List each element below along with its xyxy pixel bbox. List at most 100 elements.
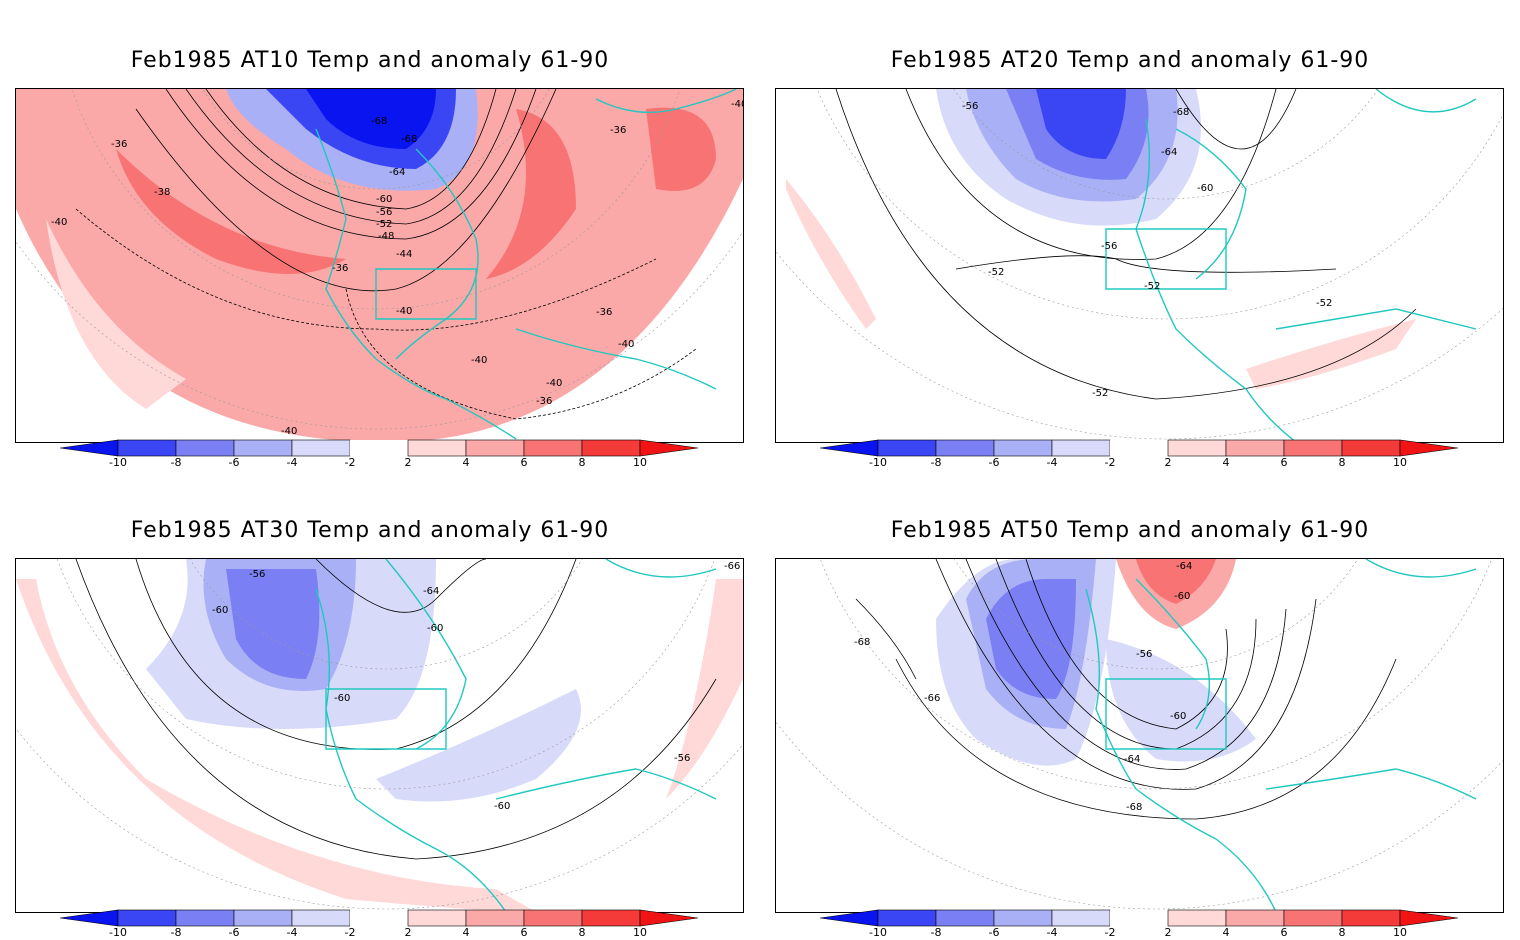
contour-label: -68 <box>401 134 417 145</box>
anomaly-region-cold-core <box>306 89 436 149</box>
colorbar-segment <box>935 439 995 457</box>
colorbar-segment <box>935 909 995 927</box>
colorbar-tick-label: 10 <box>633 926 647 939</box>
contour-label: -68 <box>1126 802 1142 813</box>
coastline <box>315 89 737 440</box>
colorbar-tick-label: -8 <box>930 926 942 939</box>
map-at30: -56 -60 -64 -60 -60 -60 -56 -66 <box>15 558 744 913</box>
colorbar-segment <box>175 909 235 927</box>
contour-label: -64 <box>389 167 405 178</box>
contour-labels: -56 -68 -64 -60 -56 -52 -52 -52 -52 <box>962 101 1332 399</box>
colorbar-segment <box>1341 439 1401 457</box>
colorbar-tick-label: -10 <box>869 456 887 469</box>
colorbar-segment <box>1167 909 1227 927</box>
map-at10: -68 -68 -64 -60 -56 -52 -48 -44 -36 -38 … <box>15 88 744 443</box>
colorbar-tick-label: -4 <box>286 926 298 939</box>
panel-at10: Feb1985 AT10 Temp and anomaly 61-90 <box>0 10 744 470</box>
colorbar-segment <box>350 910 408 926</box>
colorbar-tick-label: 2 <box>404 456 412 469</box>
colorbar-tick-label: 2 <box>1164 456 1172 469</box>
anomaly-region-warm-strong <box>1136 559 1216 604</box>
contour-label: -56 <box>962 101 978 112</box>
contour-labels: -64 -60 -68 -66 -56 -60 -64 -68 <box>854 561 1192 813</box>
colorbar-segment <box>1225 909 1285 927</box>
colorbar-segment <box>1341 909 1401 927</box>
contour-label: -44 <box>396 249 412 260</box>
colorbar-segment <box>1225 439 1285 457</box>
contour-label: -36 <box>332 263 348 274</box>
colorbar-tick-label: -6 <box>988 926 1000 939</box>
contour-label: -40 <box>51 217 67 228</box>
map-svg: -68 -68 -64 -60 -56 -52 -48 -44 -36 -38 … <box>16 89 743 442</box>
colorbar-segment <box>523 439 583 457</box>
anomaly-region-warm <box>666 579 743 799</box>
colorbar-tick-label: 10 <box>1393 926 1407 939</box>
colorbar-segment <box>523 909 583 927</box>
contour-label: -40 <box>618 339 634 350</box>
colorbar-segment <box>465 439 525 457</box>
colorbar-tick-label: -8 <box>930 456 942 469</box>
colorbar-segment <box>291 909 351 927</box>
colorbar-segment <box>1051 439 1111 457</box>
anomaly-region-warm <box>16 579 536 912</box>
contour-label: -52 <box>376 219 392 230</box>
anomaly-region-cold-core <box>1036 89 1126 159</box>
anomaly-region-warm-strong <box>486 109 576 279</box>
contour-label: -40 <box>471 355 487 366</box>
colorbar-max-arrow <box>1399 439 1459 457</box>
colorbar-tick-label: 4 <box>1222 926 1230 939</box>
contour-label: -60 <box>1197 183 1213 194</box>
colorbar-max-arrow <box>639 439 699 457</box>
panel-at20: Feb1985 AT20 Temp and anomaly 61-90 <box>760 10 1504 470</box>
contour-label: -60 <box>427 623 443 634</box>
contour-label: -48 <box>378 231 394 242</box>
colorbar-min-arrow <box>820 439 879 457</box>
contour-label: -56 <box>1136 649 1152 660</box>
contour-label: -60 <box>212 605 228 616</box>
colorbar-segment <box>1283 909 1343 927</box>
colorbar-tick-label: 6 <box>1280 456 1288 469</box>
colorbar-segment <box>117 909 177 927</box>
anomaly-region-warm <box>786 179 876 329</box>
anomaly-region-cold-strong <box>226 569 320 679</box>
colorbar-tick-label: -6 <box>228 926 240 939</box>
contour-label: -40 <box>546 378 562 389</box>
contour-label: -56 <box>376 207 392 218</box>
anomaly-region-cold <box>376 689 581 802</box>
contour-label: -52 <box>1092 388 1108 399</box>
contour-label: -68 <box>1173 107 1189 118</box>
map-at20: -56 -68 -64 -60 -56 -52 -52 -52 -52 <box>775 88 1504 443</box>
colorbar-tick-label: -10 <box>109 926 127 939</box>
colorbar-tick-label: -10 <box>109 456 127 469</box>
panel-title: Feb1985 AT50 Temp and anomaly 61-90 <box>890 518 1370 543</box>
colorbar-segment <box>1051 909 1111 927</box>
contour-label: -56 <box>1101 241 1117 252</box>
anomaly-region-warm-strong <box>646 107 716 191</box>
colorbar-tick-label: -2 <box>1104 456 1116 469</box>
colorbar-segment <box>581 439 641 457</box>
colorbar-tick-label: 8 <box>578 456 586 469</box>
contour-label: -36 <box>536 396 552 407</box>
colorbar-tick-label: 8 <box>578 926 586 939</box>
colorbar-segment <box>877 909 937 927</box>
panel-at50: Feb1985 AT50 Temp and anomaly 61-90 <box>760 480 1504 940</box>
contour-label: -40 <box>281 426 297 437</box>
anomaly-region-cold-strong <box>986 579 1076 699</box>
contour-label: -60 <box>334 693 350 704</box>
contour-label: -66 <box>724 561 740 572</box>
colorbar-min-arrow <box>60 909 119 927</box>
contour-label: -64 <box>1176 561 1192 572</box>
colorbar-segment <box>407 439 467 457</box>
colorbar <box>820 439 1459 457</box>
contour-label: -60 <box>494 801 510 812</box>
colorbar-tick-label: -10 <box>869 926 887 939</box>
colorbar-tick-label: -2 <box>344 926 356 939</box>
contour-label: -36 <box>610 125 626 136</box>
contour-label: -40 <box>731 99 743 110</box>
colorbar-tick-label: -4 <box>286 456 298 469</box>
colorbar-segment <box>233 909 293 927</box>
colorbar-segment <box>1167 439 1227 457</box>
colorbar-tick-label: -6 <box>228 456 240 469</box>
colorbar-segment <box>581 909 641 927</box>
colorbar-segment <box>117 439 177 457</box>
